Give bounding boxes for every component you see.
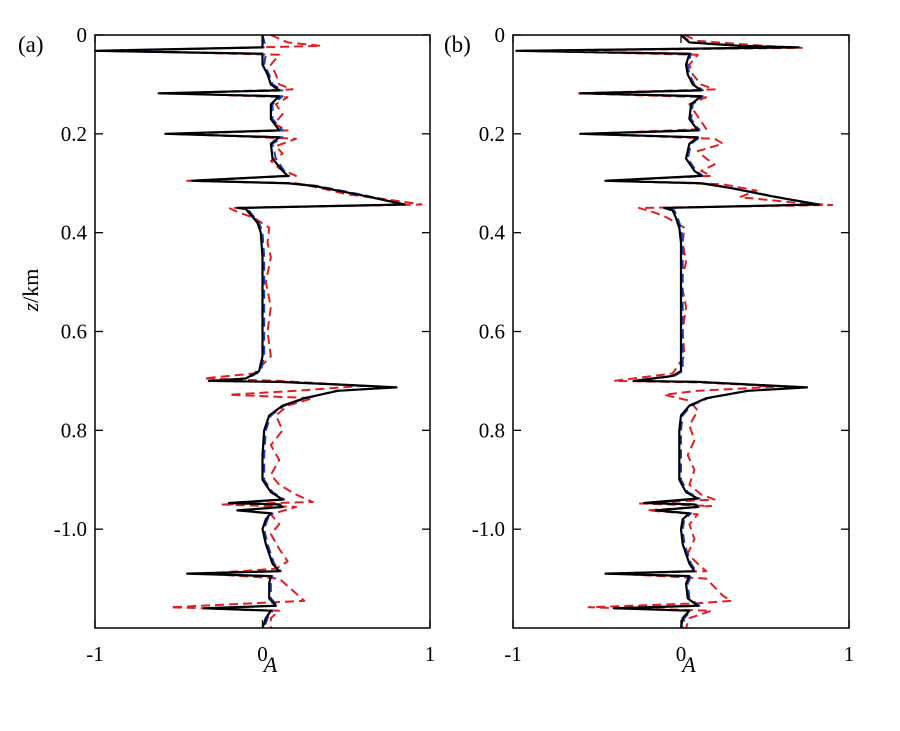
y-tick-label: 0.4 bbox=[479, 221, 506, 245]
x-axis-label: A bbox=[262, 652, 278, 677]
series-line-black bbox=[95, 35, 406, 628]
y-tick-label: 0.8 bbox=[61, 418, 87, 442]
y-tick-label: 0 bbox=[77, 23, 88, 47]
series-line-blue bbox=[518, 35, 817, 628]
y-tick-label: 0.8 bbox=[479, 418, 505, 442]
series-line-red bbox=[525, 35, 834, 628]
panel-b: 0 0.2 0.4 0.6 0.8 -1.0 -1 0 1 A (b) bbox=[444, 23, 854, 677]
y-tick-label: -1.0 bbox=[472, 517, 505, 541]
x-tick-label: 1 bbox=[844, 642, 855, 666]
x-tick-label: 0 bbox=[257, 642, 268, 666]
series-line-red bbox=[110, 35, 423, 628]
panel-a: 0 0.2 0.4 0.6 0.8 -1.0 -1 0 1 Az/km (a) bbox=[18, 23, 435, 677]
panel-label: (b) bbox=[444, 32, 471, 57]
y-tick-label: 0.2 bbox=[479, 122, 505, 146]
x-tick-label: -1 bbox=[86, 642, 104, 666]
x-tick-label: 0 bbox=[676, 642, 687, 666]
y-axis-label: z/km bbox=[18, 269, 43, 313]
y-tick-label: 0.2 bbox=[61, 122, 87, 146]
series-line-blue bbox=[97, 35, 403, 628]
panel-label: (a) bbox=[18, 32, 44, 57]
x-tick-label: -1 bbox=[504, 642, 522, 666]
series-line-black bbox=[515, 35, 820, 628]
x-axis-label: A bbox=[680, 652, 696, 677]
y-tick-label: 0.6 bbox=[479, 320, 505, 344]
y-tick-label: 0.6 bbox=[61, 320, 87, 344]
y-tick-label: 0 bbox=[495, 23, 506, 47]
y-tick-label: 0.4 bbox=[61, 221, 88, 245]
y-tick-label: -1.0 bbox=[54, 517, 87, 541]
x-tick-label: 1 bbox=[425, 642, 436, 666]
